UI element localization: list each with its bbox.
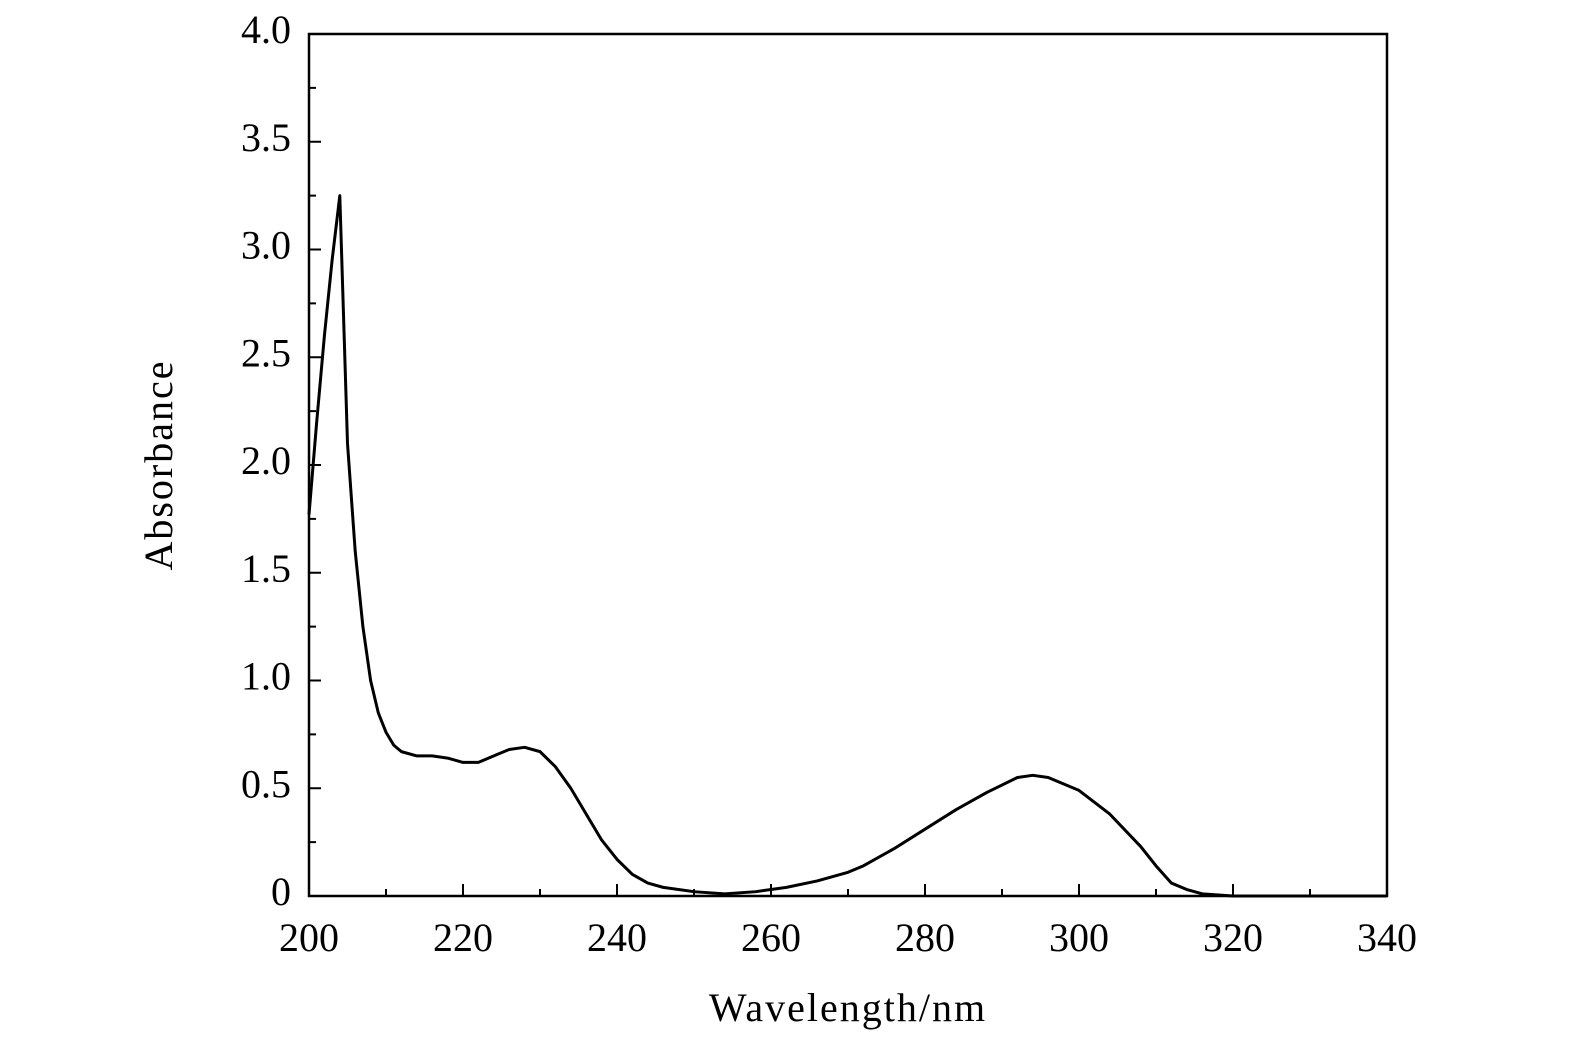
plot-frame (307, 32, 1389, 898)
x-tick-label: 220 (433, 915, 493, 960)
y-tick-label: 2.0 (241, 438, 291, 483)
x-tick-label: 280 (895, 915, 955, 960)
x-tick-label: 240 (587, 915, 647, 960)
x-axis-label: Wavelength/nm (709, 985, 987, 1030)
y-tick-label: 2.5 (241, 330, 291, 375)
y-tick-label: 3.5 (241, 115, 291, 160)
y-tick-label: 4.0 (241, 7, 291, 52)
y-tick-label: 1.5 (241, 546, 291, 591)
x-tick-label: 260 (741, 915, 801, 960)
y-tick-label: 0 (271, 869, 291, 914)
spectrum-line (307, 194, 1387, 898)
y-axis-label: Absorbance (136, 359, 181, 570)
x-tick-label: 200 (279, 915, 339, 960)
x-tick-label: 300 (1049, 915, 1109, 960)
y-tick-label: 3.0 (241, 223, 291, 268)
y-tick-label: 0.5 (241, 761, 291, 806)
y-tick-label: 1.0 (241, 654, 291, 699)
x-tick-label: 320 (1203, 915, 1263, 960)
x-tick-label: 340 (1357, 915, 1417, 960)
